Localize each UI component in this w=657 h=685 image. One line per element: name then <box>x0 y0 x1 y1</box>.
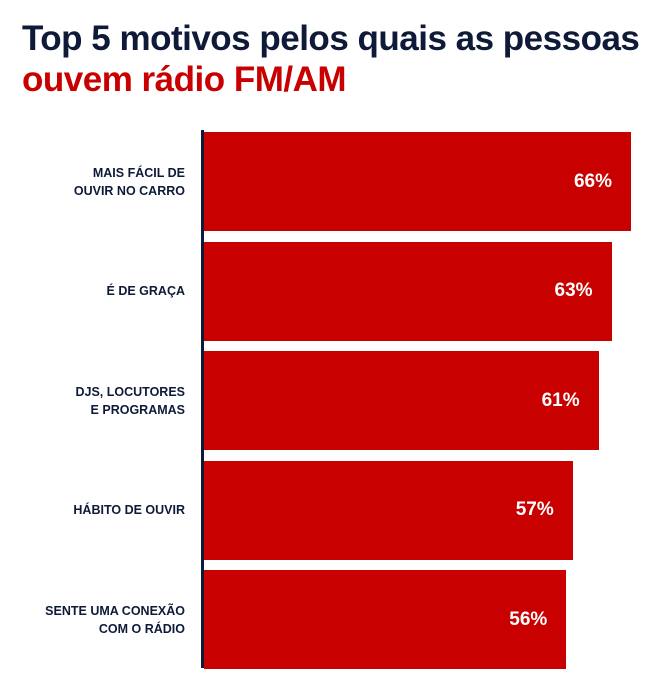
bar <box>204 351 599 450</box>
bar <box>204 570 567 669</box>
category-label: É DE GRAÇA <box>15 242 185 341</box>
category-label-line: SENTE UMA CONEXÃO <box>45 603 185 618</box>
category-label-line: DJS, LOCUTORES <box>75 384 185 399</box>
title-highlight: ouvem rádio FM/AM <box>22 60 347 99</box>
value-label: 63% <box>554 280 593 301</box>
category-label-line: É DE GRAÇA <box>106 284 185 298</box>
bar <box>204 460 573 560</box>
category-label: HÁBITO DE OUVIR <box>15 461 185 560</box>
value-label: 57% <box>515 499 554 520</box>
title-plain: Top 5 motivos pelos quais as pessoas <box>22 19 640 58</box>
category-label-line: MAIS FÁCIL DE <box>92 165 185 180</box>
category-label: MAIS FÁCIL DE OUVIR NO CARRO <box>15 132 185 231</box>
chart-title: Top 5 motivos pelos quais as pessoas ouv… <box>22 18 657 100</box>
category-label-line: COM O RÁDIO <box>98 621 185 636</box>
category-label-line: HÁBITO DE OUVIR <box>73 503 185 517</box>
value-label: 61% <box>541 389 580 411</box>
category-label: DJS, LOCUTORES E PROGRAMAS <box>15 351 185 450</box>
value-label: 56% <box>509 608 548 630</box>
category-label-line: E PROGRAMAS <box>90 402 185 417</box>
y-axis-line <box>201 130 204 668</box>
bar <box>204 241 612 341</box>
category-label-line: OUVIR NO CARRO <box>73 183 185 198</box>
category-label: SENTE UMA CONEXÃO COM O RÁDIO <box>15 570 185 669</box>
value-label: 66% <box>573 170 612 192</box>
bar <box>204 132 631 231</box>
